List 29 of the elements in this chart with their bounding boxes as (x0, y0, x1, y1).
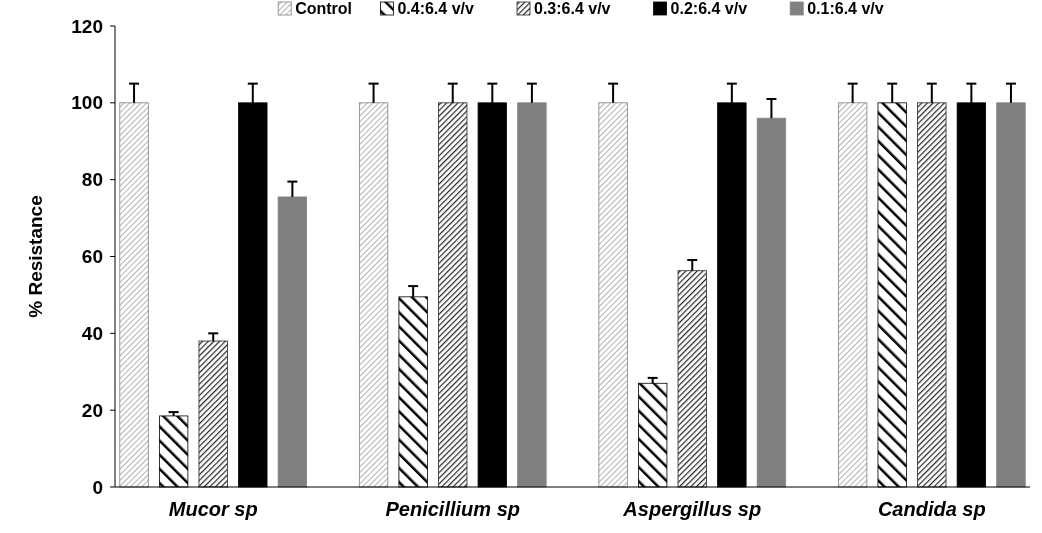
x-tick-label: Mucor sp (168, 498, 258, 520)
bar (756, 117, 787, 488)
x-tick-label: Aspergillus sp (622, 498, 762, 520)
y-tick-label: 60 (81, 246, 103, 268)
y-axis-title: % Resistance (25, 195, 46, 318)
legend-label: 0.2:6.4 v/v (670, 0, 748, 17)
bar (677, 270, 707, 488)
bar (996, 102, 1026, 488)
bar (277, 196, 308, 488)
legend-label: 0.3:6.4 v/v (534, 0, 611, 17)
y-tick-label: 20 (81, 399, 103, 421)
y-tick-label: 100 (71, 92, 103, 114)
x-tick-label: Penicillium sp (385, 498, 520, 520)
bar (837, 102, 868, 488)
bar (598, 102, 628, 488)
bar (917, 102, 947, 488)
x-tick-label: Candida sp (877, 498, 986, 520)
y-tick-label: 40 (81, 322, 103, 344)
y-tick-label: 0 (92, 476, 103, 498)
bar (438, 102, 468, 488)
bar (119, 102, 149, 488)
legend-label: Control (295, 0, 353, 17)
bar (198, 340, 228, 488)
y-tick-label: 80 (81, 169, 103, 191)
bar (358, 102, 389, 488)
y-tick-label: 120 (71, 15, 103, 37)
bar (517, 102, 547, 488)
legend-label: 0.1:6.4 v/v (807, 0, 884, 17)
legend-label: 0.4:6.4 v/v (397, 0, 474, 17)
